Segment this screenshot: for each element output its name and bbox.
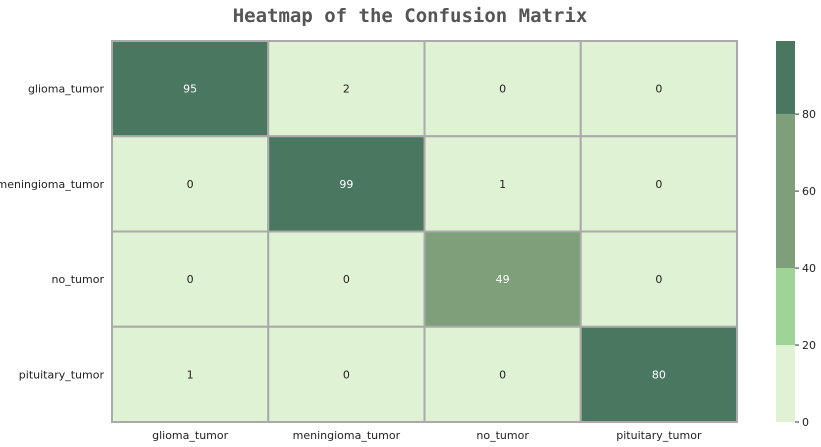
colorbar-tick-label: 80	[802, 108, 816, 121]
cell-value-label: 1	[499, 178, 506, 191]
cell-value-label: 80	[652, 368, 666, 381]
colorbar-tick-label: 40	[802, 262, 816, 275]
y-tick-label: pituitary_tumor	[19, 368, 105, 381]
heatmap-cell	[579, 230, 738, 328]
cell-value-label: 1	[187, 368, 194, 381]
heatmap-cell	[267, 325, 426, 423]
heatmap-cell	[423, 40, 582, 138]
cell-value-label: 0	[499, 368, 506, 381]
cell-value-label: 0	[343, 273, 350, 286]
y-tick-label: glioma_tumor	[28, 83, 105, 96]
heatmap-cell	[579, 135, 738, 233]
heatmap-cells: 95 2 0 0 0 99 1 0 0 0 49 0 1 0 0 80	[111, 40, 738, 423]
cell-value-label: 0	[343, 368, 350, 381]
x-tick-label: glioma_tumor	[152, 429, 229, 442]
cell-value-label: 0	[655, 273, 662, 286]
cell-value-label: 0	[187, 178, 194, 191]
y-tick-label: meningioma_tumor	[0, 178, 104, 191]
colorbar-segment	[776, 345, 795, 422]
heatmap-cell	[111, 325, 270, 423]
chart-title: Heatmap of the Confusion Matrix	[233, 5, 588, 27]
colorbar-tick-label: 0	[802, 416, 809, 429]
cell-value-label: 99	[339, 178, 353, 191]
heatmap-cell	[579, 325, 738, 423]
cell-value-label: 95	[183, 83, 197, 96]
colorbar-segment	[776, 41, 795, 115]
x-tick-label: pituitary_tumor	[616, 429, 702, 442]
heatmap-cell	[267, 40, 426, 138]
cell-value-label: 0	[187, 273, 194, 286]
colorbar-segment	[776, 114, 795, 269]
colorbar: 0 20 40 60 80	[776, 41, 816, 429]
x-tick-label: no_tumor	[476, 429, 529, 442]
cell-value-label: 2	[343, 83, 350, 96]
x-tick-label: meningioma_tumor	[293, 429, 401, 442]
heatmap-cell	[111, 40, 270, 138]
heatmap-cell	[579, 40, 738, 138]
colorbar-tick-label: 20	[802, 339, 816, 352]
y-axis-ticks: glioma_tumor meningioma_tumor no_tumorpitu…	[0, 83, 104, 382]
y-tick-label: no_tumor	[52, 273, 105, 286]
heatmap-cell	[267, 230, 426, 328]
x-axis-ticks: glioma_tumor meningioma_tumor no_tumor pitu…	[152, 429, 702, 442]
colorbar-segment	[776, 268, 795, 346]
cell-value-label: 0	[655, 178, 662, 191]
colorbar-tick-label: 60	[802, 185, 816, 198]
heatmap-cell	[267, 135, 426, 233]
cell-value-label: 49	[496, 273, 510, 286]
cell-value-label: 0	[655, 83, 662, 96]
cell-value-label: 0	[499, 83, 506, 96]
